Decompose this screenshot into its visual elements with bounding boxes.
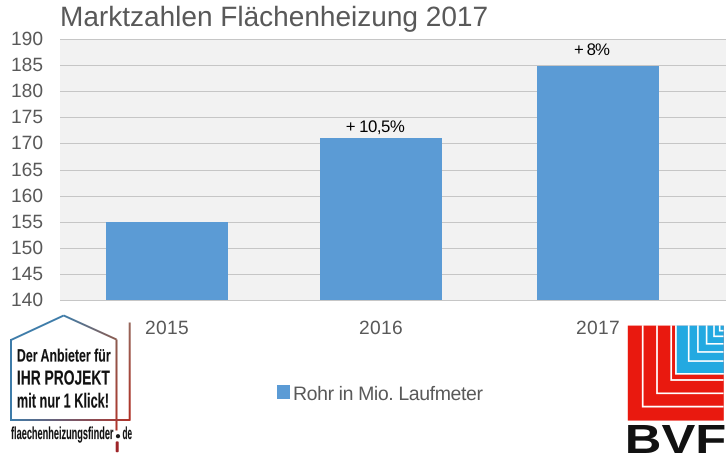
svg-text:de: de — [123, 423, 133, 443]
svg-text:BVF: BVF — [625, 416, 727, 461]
svg-text:flaechenheizungsfinder: flaechenheizungsfinder — [11, 423, 114, 443]
svg-text:Der Anbieter für: Der Anbieter für — [17, 346, 111, 366]
svg-text:mit nur 1 Klick!: mit nur 1 Klick! — [17, 391, 109, 413]
svg-text:IHR PROJEKT: IHR PROJEKT — [17, 368, 110, 390]
